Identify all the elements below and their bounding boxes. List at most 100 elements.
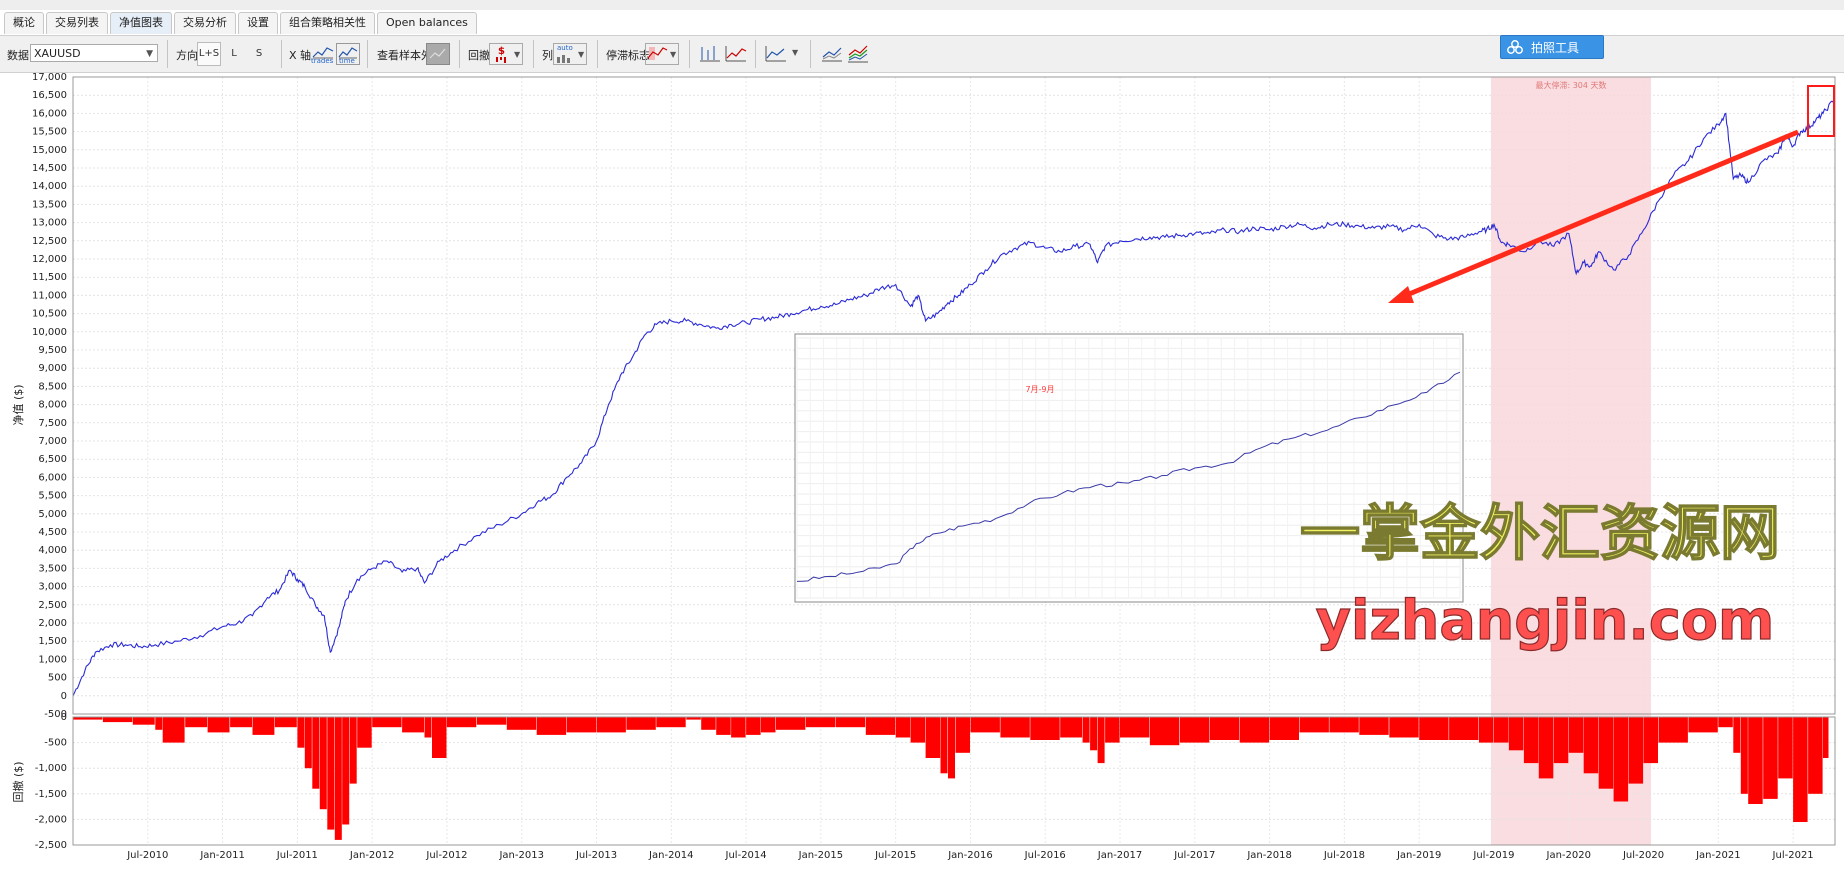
drawdown-select[interactable]: $ ▼	[489, 43, 523, 65]
tab-trade-analysis[interactable]: 交易分析	[174, 12, 236, 34]
data-select-value: XAUUSD	[34, 47, 81, 60]
y-tick-label: 10,000	[32, 327, 67, 338]
dollar-icon: $	[498, 46, 505, 57]
y-tick-label: 13,500	[32, 199, 67, 210]
x-tick-label: Jan-2021	[1695, 850, 1740, 861]
drawdown-bar	[1179, 717, 1210, 743]
y-tick-label: 7,500	[38, 418, 67, 429]
x-tick-label: Jul-2018	[1323, 850, 1365, 861]
x-tick-label: Jul-2011	[276, 850, 318, 861]
y-tick-label: 11,000	[32, 290, 67, 301]
drawdown-bar	[1538, 717, 1554, 779]
direction-long-button[interactable]: L	[231, 48, 237, 59]
drawdown-bar	[252, 717, 275, 735]
drawdown-bars	[73, 717, 1829, 840]
tab-portfolio-correlation[interactable]: 组合策略相关性	[280, 12, 375, 34]
watermark-chinese: 一掌金外汇资源网	[1300, 499, 1780, 569]
tab-settings[interactable]: 设置	[238, 12, 278, 34]
drawdown-bar	[334, 717, 342, 840]
x-tick-label: Jan-2017	[1097, 850, 1142, 861]
drawdown-bar	[1740, 717, 1748, 794]
tab-overview[interactable]: 概论	[4, 12, 44, 34]
drawdown-bar	[1082, 717, 1090, 743]
stagnation-select[interactable]: ▼	[645, 43, 679, 65]
x-tick-label: Jul-2010	[126, 850, 168, 861]
y-tick-label: 1,000	[38, 654, 67, 665]
equity-plot-frame	[72, 76, 1836, 715]
column-label: 列	[542, 49, 553, 62]
y-tick-label: -1,500	[35, 789, 67, 800]
x-tick-label: Jan-2016	[947, 850, 992, 861]
drawdown-bar	[230, 717, 252, 728]
flower-icon	[1507, 40, 1523, 54]
multi-series-icon	[848, 45, 868, 63]
xaxis-time-text: time	[339, 57, 355, 65]
drawdown-bar	[304, 717, 312, 769]
chart-type-line-button[interactable]	[724, 43, 748, 65]
tab-equity-chart[interactable]: 净值图表	[110, 12, 172, 34]
drawdown-bar	[1628, 717, 1644, 784]
drawdown-bar	[1120, 717, 1150, 738]
drawdown-bar	[948, 717, 955, 779]
drawdown-bar	[566, 717, 596, 733]
sample-chart-icon	[429, 48, 446, 59]
y-tick-label: -2,500	[35, 840, 67, 851]
tab-open-balances[interactable]: Open balances	[377, 12, 477, 34]
inset-grid	[796, 337, 1461, 599]
drawdown-bar	[1688, 717, 1718, 733]
equity-chart-svg: 最大停滞: 304 天数 -50005001,0001,5002,0002,50…	[11, 72, 1836, 861]
x-tick-label: Jul-2017	[1173, 850, 1215, 861]
drawdown-bar	[102, 717, 133, 723]
direction-short-button[interactable]: S	[255, 48, 263, 59]
drawdown-bar	[1808, 717, 1823, 794]
column-select[interactable]: auto ▼	[553, 43, 587, 65]
data-select[interactable]: XAUUSD ▼	[30, 44, 158, 62]
x-tick-label: Jul-2012	[425, 850, 467, 861]
drawdown-bar	[1209, 717, 1240, 740]
drawdown-bar	[910, 717, 926, 743]
drawdown-bar	[1269, 717, 1299, 740]
drawdown-bar	[970, 717, 1000, 733]
drawdown-bar	[1598, 717, 1614, 789]
y-tick-label: 8,000	[38, 400, 67, 411]
drawdown-bar	[319, 717, 327, 810]
drawdown-bar	[1097, 717, 1105, 764]
toolbar-separator	[281, 40, 282, 68]
drawdown-bar	[925, 717, 941, 758]
tab-trade-list[interactable]: 交易列表	[46, 12, 108, 34]
drawdown-bar	[1419, 717, 1449, 740]
drawdown-bar	[626, 717, 656, 730]
drawdown-bar	[1479, 717, 1494, 743]
drawdown-bar	[1299, 717, 1329, 733]
toolbar-separator	[459, 40, 460, 68]
xaxis-time-button[interactable]: time	[336, 43, 360, 65]
multi-series-button[interactable]	[846, 43, 870, 65]
drawdown-y-axis-label: 回撤 ($)	[11, 761, 25, 802]
compare-chart-button[interactable]	[820, 43, 844, 65]
drawdown-bar	[312, 717, 320, 789]
drawdown-bar	[1523, 717, 1539, 764]
direction-ls-button[interactable]: L+S	[197, 42, 221, 66]
chart-style-button[interactable]	[764, 43, 788, 65]
x-tick-label: Jan-2014	[648, 850, 693, 861]
chevron-down-icon[interactable]: ▼	[792, 48, 799, 57]
y-tick-label: 16,000	[32, 108, 67, 119]
photo-tool-badge[interactable]: 拍照工具	[1500, 35, 1604, 59]
x-tick-label: Jul-2020	[1622, 850, 1664, 861]
out-of-sample-toggle[interactable]	[426, 43, 450, 65]
x-tick-label: Jul-2016	[1024, 850, 1066, 861]
chart-type-bars-button[interactable]	[698, 43, 722, 65]
drawdown-bar	[1613, 717, 1629, 802]
drawdown-bar	[1658, 717, 1688, 743]
xaxis-trades-button[interactable]: trades	[311, 43, 335, 65]
drawdown-bar	[402, 717, 424, 733]
drawdown-bar	[185, 717, 208, 728]
toolbar-separator	[755, 40, 756, 68]
drawdown-bar	[1105, 717, 1120, 743]
drawdown-bar	[446, 717, 477, 728]
data-label: 数据	[7, 49, 29, 62]
chevron-down-icon: ▼	[578, 50, 585, 59]
drawdown-bar	[1718, 717, 1733, 728]
y-tick-label: 9,000	[38, 363, 67, 374]
